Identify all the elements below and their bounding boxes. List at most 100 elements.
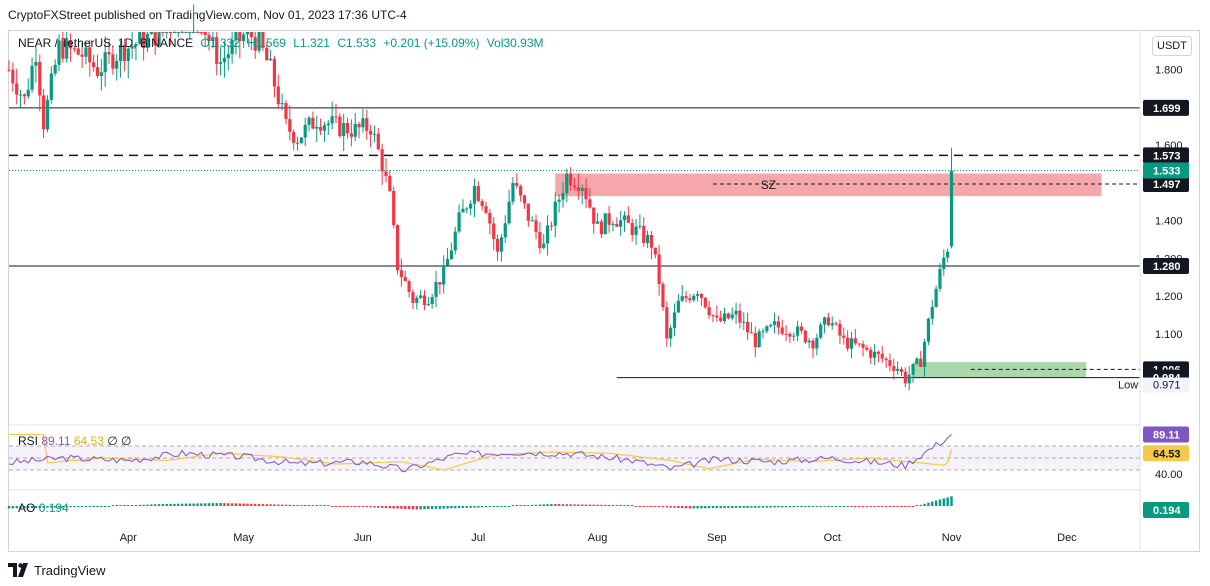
candle-body bbox=[753, 333, 757, 348]
ao-bar bbox=[138, 504, 141, 506]
candle-body bbox=[930, 306, 934, 319]
ao-bar bbox=[600, 504, 603, 506]
ao-bar bbox=[723, 506, 726, 509]
ao-bar bbox=[619, 505, 622, 506]
currency-button[interactable]: USDT bbox=[1152, 36, 1192, 56]
ao-bar bbox=[542, 504, 545, 506]
candle-body bbox=[61, 40, 65, 59]
candle-body bbox=[788, 333, 792, 337]
ao-bar bbox=[23, 506, 26, 509]
candle-body bbox=[657, 254, 661, 285]
ao-bar bbox=[719, 506, 722, 509]
candle-body bbox=[619, 220, 623, 227]
ao-bar bbox=[488, 506, 492, 507]
candle-body bbox=[42, 95, 46, 130]
ao-bar bbox=[792, 506, 795, 508]
tradingview-brand: TradingView bbox=[34, 562, 106, 578]
ao-bar bbox=[27, 506, 30, 509]
candle-body bbox=[388, 175, 392, 192]
candle-body bbox=[869, 349, 873, 358]
candle-body bbox=[426, 303, 430, 305]
chart-frame[interactable] bbox=[8, 30, 1200, 552]
ao-bar bbox=[869, 506, 872, 507]
ao-bar bbox=[946, 497, 949, 506]
candle-body bbox=[807, 340, 811, 343]
ao-bar bbox=[300, 505, 303, 506]
ao-bar bbox=[654, 506, 657, 507]
candle-body bbox=[249, 32, 253, 38]
rsi-legend[interactable]: RSI 89.11 64.53 ∅ ∅ bbox=[18, 434, 131, 448]
ao-bar bbox=[388, 506, 392, 509]
ao-bar bbox=[877, 506, 880, 507]
candle-body bbox=[503, 223, 507, 238]
candle-body bbox=[303, 124, 307, 138]
candle-body bbox=[726, 313, 730, 319]
ao-bar bbox=[569, 504, 572, 506]
ao-bar bbox=[777, 506, 780, 508]
rsi-value-badge bbox=[1143, 426, 1189, 443]
ao-bar bbox=[850, 506, 853, 507]
ao-bar bbox=[442, 506, 445, 509]
ao-bar bbox=[477, 506, 480, 508]
candle-body bbox=[853, 338, 857, 344]
candle-body bbox=[242, 34, 246, 42]
ao-bar bbox=[623, 505, 626, 506]
candle-body bbox=[676, 300, 680, 313]
candle-body bbox=[442, 265, 446, 285]
candle-body bbox=[334, 116, 338, 118]
candle-body bbox=[553, 201, 557, 226]
ao-bar bbox=[750, 506, 753, 508]
ao-bar bbox=[342, 506, 345, 507]
candle-body bbox=[949, 170, 954, 247]
ao-legend[interactable]: AO 0.194 bbox=[18, 501, 69, 515]
ao-bar bbox=[661, 506, 665, 508]
candle-body bbox=[276, 86, 280, 105]
ao-bar bbox=[53, 506, 57, 508]
candle-body bbox=[722, 313, 727, 322]
ao-bar bbox=[819, 506, 822, 507]
candle-body bbox=[896, 369, 900, 371]
candle-body bbox=[407, 281, 411, 293]
ao-bar bbox=[242, 503, 245, 506]
ao-bar bbox=[815, 506, 819, 507]
ao-bar bbox=[865, 506, 869, 507]
candle-body bbox=[811, 340, 815, 349]
ao-panel bbox=[7, 496, 953, 510]
ao-bar bbox=[557, 504, 561, 506]
ao-bar bbox=[923, 503, 926, 506]
ao-bar bbox=[92, 506, 95, 507]
candle-body bbox=[549, 225, 554, 227]
candle-body bbox=[211, 37, 215, 42]
main-legend[interactable]: NEAR / TetherUS, 1D, BINANCE O1.332 H1.5… bbox=[18, 36, 548, 50]
footer[interactable]: TradingView bbox=[8, 560, 106, 580]
candle-body bbox=[419, 295, 423, 298]
candle-body bbox=[696, 293, 700, 296]
candle-body bbox=[457, 212, 461, 232]
candle-body bbox=[865, 347, 869, 350]
candle-body bbox=[349, 133, 353, 137]
candle-body bbox=[45, 99, 50, 130]
candle-body bbox=[461, 208, 465, 213]
candle-body bbox=[899, 369, 904, 372]
rsi-ma-label: 64.53 bbox=[1153, 448, 1181, 460]
candle-body bbox=[280, 103, 284, 105]
ao-bar bbox=[573, 504, 576, 506]
candle-body bbox=[311, 117, 315, 129]
candle-body bbox=[638, 225, 642, 227]
ao-value-badge bbox=[1143, 502, 1189, 518]
ao-bar bbox=[219, 503, 222, 506]
ao-bar bbox=[46, 506, 49, 508]
ao-bar bbox=[369, 506, 372, 508]
candle-body bbox=[326, 123, 330, 126]
candle-body bbox=[757, 331, 761, 348]
ao-bar bbox=[407, 506, 411, 510]
candle-body bbox=[611, 223, 615, 225]
ao-bar bbox=[169, 503, 172, 506]
rsi-legend-value: 89.11 bbox=[41, 434, 71, 448]
ao-bar bbox=[34, 506, 38, 508]
symbol-label[interactable]: NEAR / TetherUS, 1D, BINANCE bbox=[18, 36, 194, 50]
ao-bar bbox=[492, 506, 495, 507]
candle-body bbox=[465, 208, 469, 210]
candle-body bbox=[65, 40, 69, 59]
